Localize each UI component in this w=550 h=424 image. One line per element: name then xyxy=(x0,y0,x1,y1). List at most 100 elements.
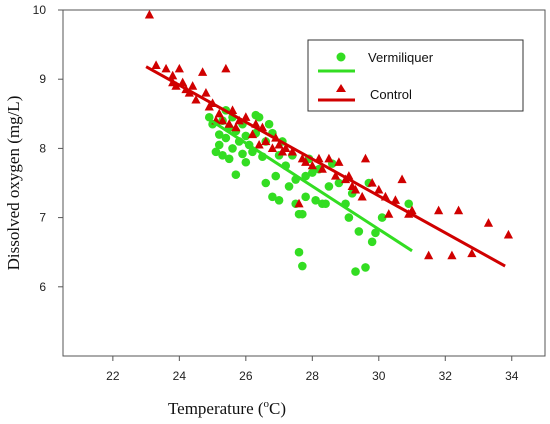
control-point xyxy=(261,136,271,146)
control-point xyxy=(294,198,304,208)
control-point xyxy=(151,60,161,69)
vermiliquer-point xyxy=(241,157,251,167)
axis-ticks: 22 24 26 28 30 32 34 6 7 8 9 10 xyxy=(33,3,519,383)
control-point xyxy=(241,112,251,121)
vermiliquer-point xyxy=(264,119,274,129)
control-point xyxy=(360,153,371,163)
vermiliquer-point xyxy=(241,131,251,141)
x-axis-title-unit: C) xyxy=(269,399,286,418)
control-point xyxy=(434,205,444,215)
control-point xyxy=(453,205,464,215)
y-tick-label: 7 xyxy=(39,211,46,225)
control-point xyxy=(198,67,208,76)
vermiliquer-point xyxy=(294,247,304,257)
control-point xyxy=(324,153,334,163)
control-point xyxy=(247,129,258,139)
control-point xyxy=(174,63,184,73)
legend-marker-control xyxy=(336,84,346,92)
vermiliquer-point xyxy=(228,144,237,153)
vermiliquer-point xyxy=(361,263,370,272)
vermiliquer-point xyxy=(284,182,294,191)
x-tick-label: 32 xyxy=(439,369,453,383)
control-point xyxy=(334,157,344,166)
vermiliquer-point xyxy=(311,196,320,205)
control-point xyxy=(221,63,231,73)
control-point xyxy=(330,171,341,180)
legend-marker-vermiliquer xyxy=(336,52,346,62)
vermiliquer-point xyxy=(231,170,241,179)
vermiliquer-point xyxy=(218,151,227,160)
control-point xyxy=(144,9,155,19)
x-axis-title-superscript: o xyxy=(264,398,270,410)
control-point xyxy=(467,248,477,258)
control-point xyxy=(171,81,181,90)
vermiliquer-point xyxy=(404,199,414,209)
x-tick-label: 24 xyxy=(173,369,187,383)
vermiliquer-point xyxy=(308,168,317,177)
x-tick-label: 30 xyxy=(372,369,386,383)
control-point xyxy=(350,184,361,194)
control-point xyxy=(307,160,317,170)
control-point xyxy=(397,174,407,184)
control-point xyxy=(447,250,457,260)
control-point xyxy=(267,143,278,152)
y-axis-title: Dissolved oxygen (mg/L) xyxy=(4,96,23,271)
vermiliquer-point xyxy=(214,140,224,150)
y-tick-label: 10 xyxy=(33,3,47,17)
legend: Vermiliquer Control xyxy=(307,39,524,112)
control-point xyxy=(374,184,384,194)
y-tick-label: 8 xyxy=(39,141,46,155)
x-tick-label: 22 xyxy=(106,369,120,383)
vermiliquer-point xyxy=(238,149,247,159)
x-tick-label: 28 xyxy=(306,369,320,383)
vermiliquer-point xyxy=(298,209,307,219)
vermiliquer-point xyxy=(214,130,224,139)
vermiliquer-point xyxy=(301,171,310,181)
vermiliquer-point xyxy=(354,227,364,236)
vermiliquer-point xyxy=(321,199,330,209)
control-point xyxy=(424,250,434,260)
control-point xyxy=(287,146,297,156)
vermiliquer-point xyxy=(324,182,334,191)
y-tick-label: 9 xyxy=(39,72,46,86)
y-tick-label: 6 xyxy=(39,280,46,294)
vermiliquer-point xyxy=(367,237,377,247)
control-point xyxy=(217,115,228,125)
control-point xyxy=(384,209,394,218)
control-point xyxy=(301,157,311,166)
legend-label-control: Control xyxy=(370,87,412,102)
fit-lines xyxy=(145,65,506,268)
control-point xyxy=(281,143,291,152)
control-point xyxy=(390,195,401,204)
vermiliquer-point xyxy=(274,196,284,205)
vermiliquer-point xyxy=(261,178,271,188)
vermiliquer-point xyxy=(351,267,360,276)
vermiliquer-point xyxy=(377,213,387,222)
vermiliquer-point xyxy=(271,171,281,181)
vermiliquer-point xyxy=(224,154,234,164)
vermiliquer-point xyxy=(254,112,264,122)
control-point xyxy=(188,81,198,90)
control-point xyxy=(483,218,494,227)
control-point xyxy=(367,178,377,187)
x-tick-label: 26 xyxy=(239,369,253,383)
control-point xyxy=(317,164,327,173)
vermiliquer-point xyxy=(301,192,310,202)
control-point xyxy=(214,108,224,118)
control-point xyxy=(357,191,367,201)
control-point xyxy=(201,88,211,97)
control-point xyxy=(254,139,264,149)
control-fit-line xyxy=(145,65,506,268)
x-axis-title: Temperature (oC) xyxy=(168,398,286,418)
vermiliquer-point xyxy=(334,178,344,188)
vermiliquer-point xyxy=(344,213,354,222)
x-tick-label: 34 xyxy=(505,369,519,383)
control-point xyxy=(191,94,201,104)
control-point xyxy=(231,122,241,132)
vermiliquer-fit-line xyxy=(205,116,413,253)
vermiliquer-point xyxy=(298,261,307,271)
vermiliquer-point xyxy=(371,228,380,238)
vermiliquer-point xyxy=(211,147,221,157)
control-point xyxy=(161,63,171,73)
control-point xyxy=(224,119,234,128)
